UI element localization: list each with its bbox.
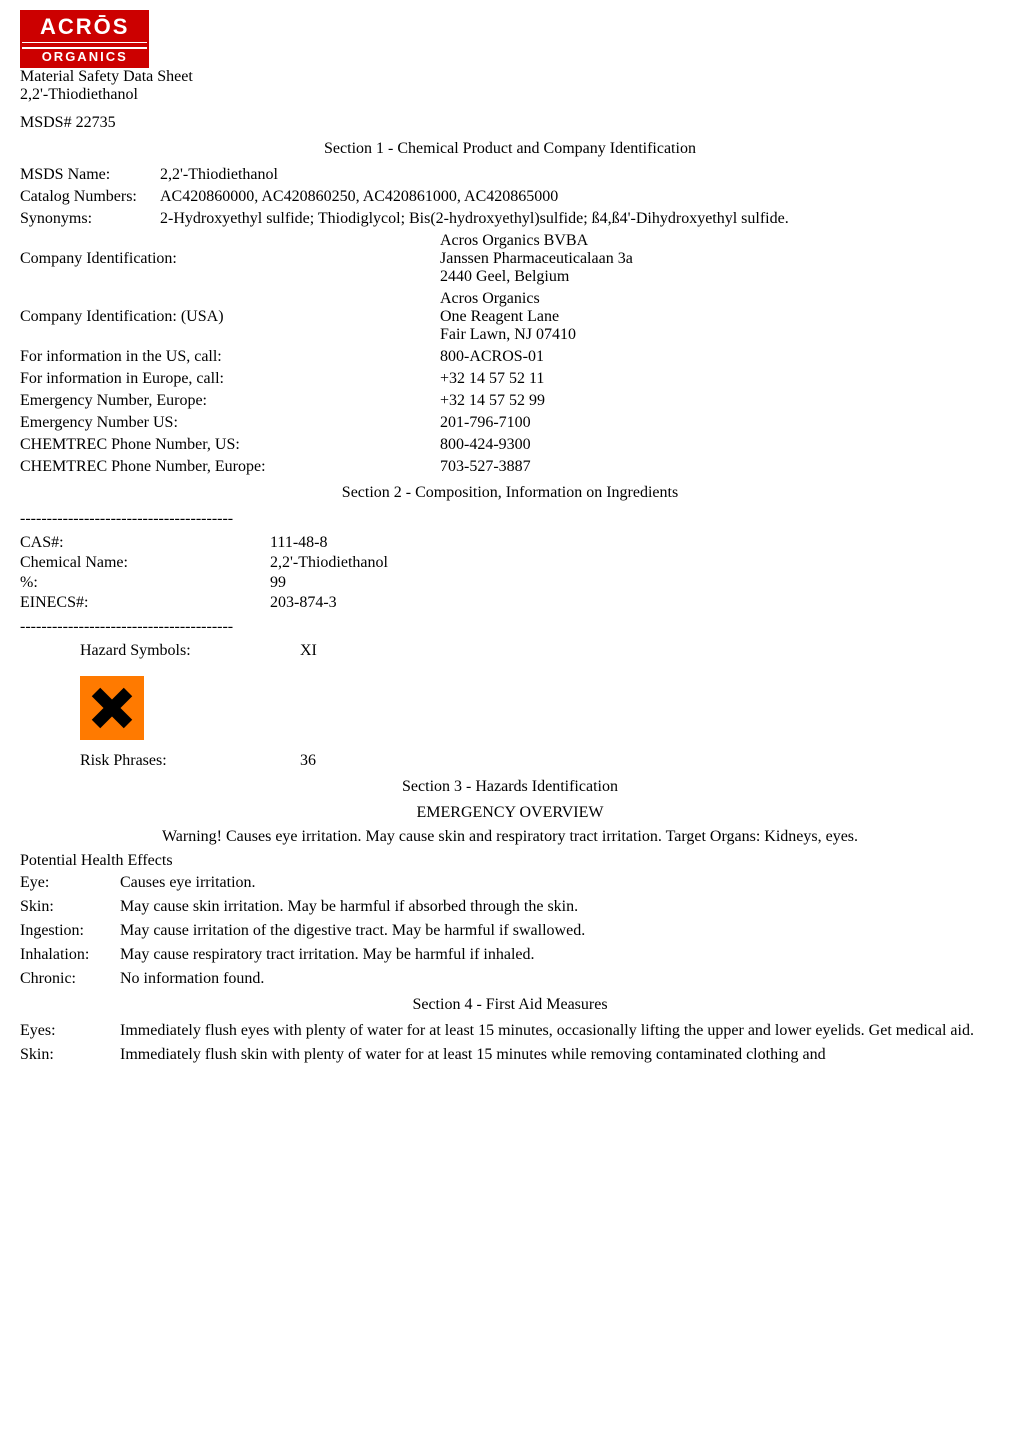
hazard-symbols-label: Hazard Symbols: bbox=[80, 642, 280, 660]
us-emerg-value: 201-796-7100 bbox=[440, 414, 1000, 432]
section2-title: Section 2 - Composition, Information on … bbox=[20, 484, 1000, 502]
section1-identifiers: MSDS Name: 2,2'-Thiodiethanol Catalog Nu… bbox=[20, 166, 1000, 228]
us-emerg-label: Emergency Number US: bbox=[20, 414, 440, 432]
pct-value: 99 bbox=[270, 574, 1000, 592]
logo-bottom-text: ORGANICS bbox=[22, 47, 147, 66]
potential-health-label: Potential Health Effects bbox=[20, 852, 1000, 870]
chronic-value: No information found. bbox=[120, 970, 1000, 988]
dash-line-bottom: ---------------------------------------- bbox=[20, 618, 1000, 636]
first-aid-block: Eyes: Immediately flush eyes with plenty… bbox=[20, 1022, 1000, 1064]
chemname-label: Chemical Name: bbox=[20, 554, 270, 572]
catalog-label: Catalog Numbers: bbox=[20, 188, 160, 206]
skin-value: May cause skin irritation. May be harmfu… bbox=[120, 898, 1000, 916]
hazard-symbols-value: XI bbox=[300, 642, 1000, 660]
company-usa-l1: Acros Organics bbox=[440, 290, 1000, 308]
us-info-value: 800-ACROS-01 bbox=[440, 348, 1000, 366]
company-id-l1: Acros Organics BVBA bbox=[440, 232, 1000, 250]
inhalation-label: Inhalation: bbox=[20, 946, 120, 964]
x-cross-icon bbox=[88, 684, 136, 732]
company-usa-value: Acros Organics One Reagent Lane Fair Law… bbox=[440, 290, 1000, 344]
company-id-l2: Janssen Pharmaceuticalaan 3a bbox=[440, 250, 1000, 268]
company-usa-l3: Fair Lawn, NJ 07410 bbox=[440, 326, 1000, 344]
company-id-value: Acros Organics BVBA Janssen Pharmaceutic… bbox=[440, 232, 1000, 286]
inhalation-value: May cause respiratory tract irritation. … bbox=[120, 946, 1000, 964]
company-usa-l2: One Reagent Lane bbox=[440, 308, 1000, 326]
pct-label: %: bbox=[20, 574, 270, 592]
doc-title-line2: 2,2'-Thiodiethanol bbox=[20, 86, 1000, 104]
firstaid-skin-value: Immediately flush skin with plenty of wa… bbox=[120, 1046, 1000, 1064]
eu-info-value: +32 14 57 52 11 bbox=[440, 370, 1000, 388]
ingestion-label: Ingestion: bbox=[20, 922, 120, 940]
chemtrec-us-label: CHEMTREC Phone Number, US: bbox=[20, 436, 440, 454]
cas-value: 111-48-8 bbox=[270, 534, 1000, 552]
eye-label: Eye: bbox=[20, 874, 120, 892]
eu-info-label: For information in Europe, call: bbox=[20, 370, 440, 388]
us-info-label: For information in the US, call: bbox=[20, 348, 440, 366]
company-id-l3: 2440 Geel, Belgium bbox=[440, 268, 1000, 286]
chemtrec-us-value: 800-424-9300 bbox=[440, 436, 1000, 454]
doc-title-line1: Material Safety Data Sheet bbox=[20, 68, 1000, 86]
health-effects-block: Eye: Causes eye irritation. Skin: May ca… bbox=[20, 874, 1000, 988]
chronic-label: Chronic: bbox=[20, 970, 120, 988]
catalog-value: AC420860000, AC420860250, AC420861000, A… bbox=[160, 188, 1000, 206]
eye-value: Causes eye irritation. bbox=[120, 874, 1000, 892]
einecs-value: 203-874-3 bbox=[270, 594, 1000, 612]
warning-text: Warning! Causes eye irritation. May caus… bbox=[60, 828, 960, 846]
firstaid-skin-label: Skin: bbox=[20, 1046, 120, 1064]
acros-logo: ACRŌS ORGANICS bbox=[20, 10, 149, 68]
logo-top-text: ACRŌS bbox=[22, 12, 147, 42]
msds-name-label: MSDS Name: bbox=[20, 166, 160, 184]
chemtrec-eu-label: CHEMTREC Phone Number, Europe: bbox=[20, 458, 440, 476]
eu-emerg-label: Emergency Number, Europe: bbox=[20, 392, 440, 410]
ingestion-value: May cause irritation of the digestive tr… bbox=[120, 922, 1000, 940]
company-id-label: Company Identification: bbox=[20, 250, 440, 268]
section1-company: Company Identification: Acros Organics B… bbox=[20, 232, 1000, 476]
msds-number: MSDS# 22735 bbox=[20, 114, 1000, 132]
logo-stripes bbox=[22, 42, 147, 45]
section3-title: Section 3 - Hazards Identification bbox=[20, 778, 1000, 796]
chemname-value: 2,2'-Thiodiethanol bbox=[270, 554, 1000, 572]
ingredients-block: CAS#: 111-48-8 Chemical Name: 2,2'-Thiod… bbox=[20, 534, 1000, 612]
dash-line-top: ---------------------------------------- bbox=[20, 510, 1000, 528]
company-usa-label: Company Identification: (USA) bbox=[20, 308, 440, 326]
section4-title: Section 4 - First Aid Measures bbox=[20, 996, 1000, 1014]
synonyms-value: 2-Hydroxyethyl sulfide; Thiodiglycol; Bi… bbox=[160, 210, 1000, 228]
eu-emerg-value: +32 14 57 52 99 bbox=[440, 392, 1000, 410]
chemtrec-eu-value: 703-527-3887 bbox=[440, 458, 1000, 476]
synonyms-label: Synonyms: bbox=[20, 210, 160, 228]
msds-name-value: 2,2'-Thiodiethanol bbox=[160, 166, 1000, 184]
emergency-overview-label: EMERGENCY OVERVIEW bbox=[20, 804, 1000, 822]
irritant-icon bbox=[80, 676, 144, 740]
firstaid-eyes-value: Immediately flush eyes with plenty of wa… bbox=[120, 1022, 1000, 1040]
section1-title: Section 1 - Chemical Product and Company… bbox=[20, 140, 1000, 158]
cas-label: CAS#: bbox=[20, 534, 270, 552]
einecs-label: EINECS#: bbox=[20, 594, 270, 612]
risk-phrases-label: Risk Phrases: bbox=[80, 752, 280, 770]
skin-label: Skin: bbox=[20, 898, 120, 916]
risk-phrases-value: 36 bbox=[300, 752, 1000, 770]
hazard-block: Hazard Symbols: XI Risk Phrases: 36 bbox=[80, 642, 1000, 770]
firstaid-eyes-label: Eyes: bbox=[20, 1022, 120, 1040]
